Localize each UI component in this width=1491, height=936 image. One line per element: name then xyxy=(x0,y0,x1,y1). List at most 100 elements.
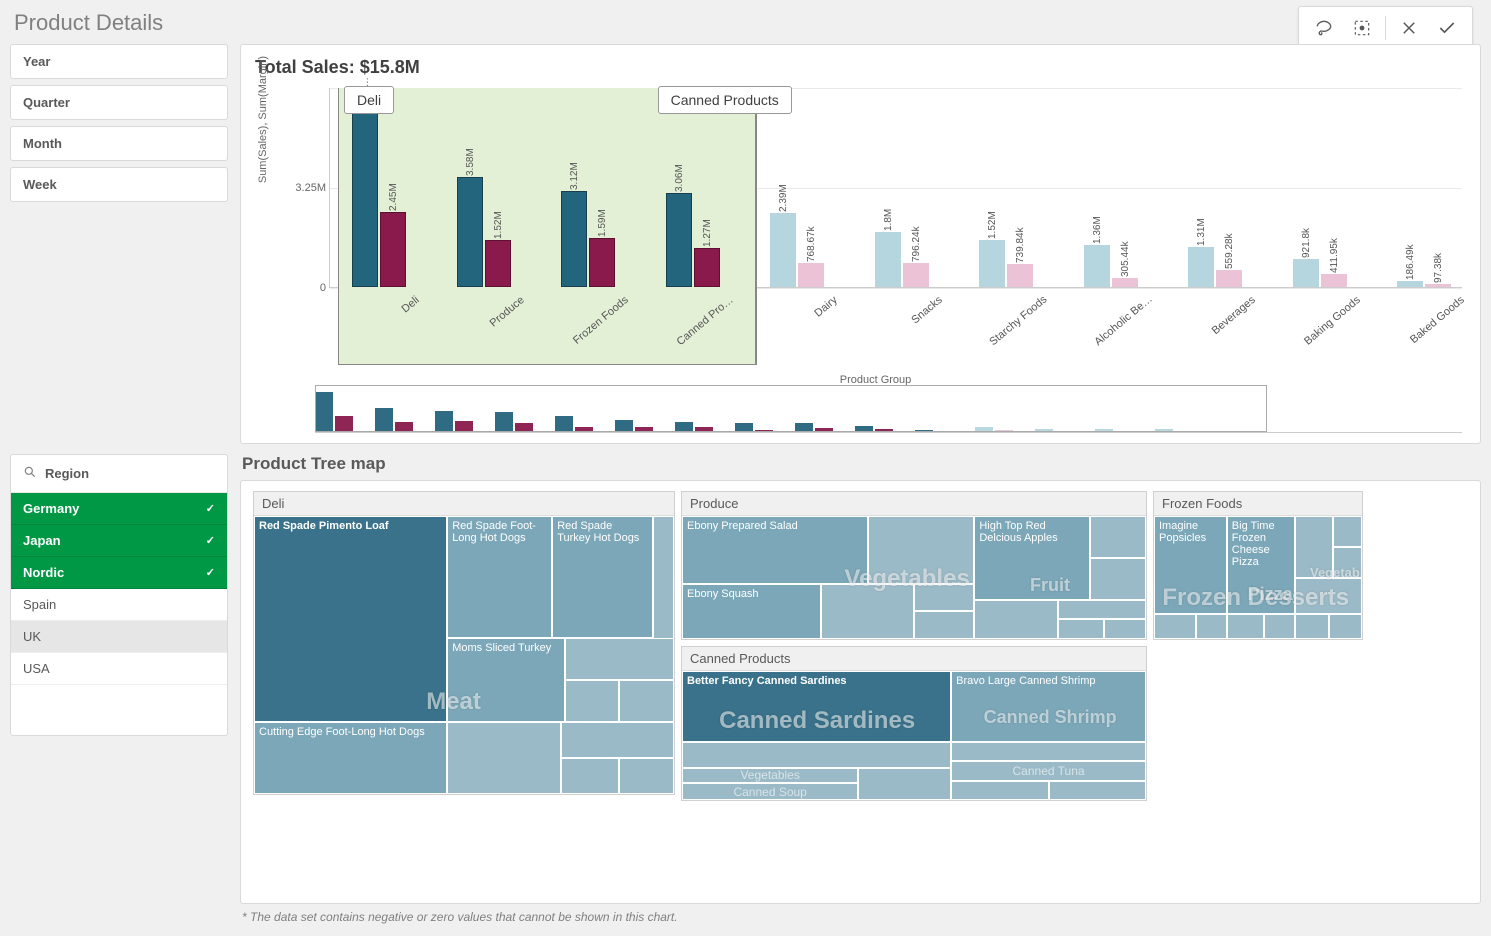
region-item-germany[interactable]: Germany✓ xyxy=(11,493,227,525)
overview-scroller[interactable] xyxy=(315,385,1462,433)
treemap-cell[interactable]: Moms Sliced Turkey xyxy=(447,638,565,721)
treemap-cell[interactable]: Vegetables xyxy=(682,768,858,783)
bar-value-label: 559.28k xyxy=(1224,233,1235,269)
x-category-label: Snacks xyxy=(883,294,944,348)
treemap-cell[interactable]: High Top Red Delcious Apples xyxy=(974,516,1090,600)
treemap-cell[interactable] xyxy=(914,584,974,611)
treemap-cell[interactable] xyxy=(561,722,674,758)
treemap-cell[interactable]: Ebony Squash xyxy=(682,584,821,639)
sales-chart-plot[interactable]: 03.25M6.0…2.45MDeli3.58M1.52MProduce3.12… xyxy=(329,88,1462,288)
bar-group[interactable]: 1.36M305.44k xyxy=(1076,245,1146,287)
lasso-icon[interactable] xyxy=(1305,9,1343,47)
y-tick: 0 xyxy=(286,282,326,294)
treemap-cell[interactable]: Red Spade Turkey Hot Dogs xyxy=(552,516,653,638)
treemap-cell[interactable] xyxy=(1090,516,1146,558)
treemap-cell[interactable] xyxy=(565,638,674,680)
confirm-icon[interactable] xyxy=(1428,9,1466,47)
treemap-cell[interactable] xyxy=(447,722,560,794)
treemap-section-header: Canned Products xyxy=(682,647,1146,671)
treemap-cell[interactable] xyxy=(821,584,914,639)
treemap-cell[interactable]: Better Fancy Canned Sardines xyxy=(682,671,951,742)
treemap-container: Product Tree map DeliRed Spade Pimento L… xyxy=(240,454,1481,924)
treemap-cell[interactable]: Big Time Frozen Cheese Pizza xyxy=(1227,516,1296,614)
region-item-spain[interactable]: Spain xyxy=(11,589,227,621)
bar-value-label: 305.44k xyxy=(1120,241,1131,277)
treemap-cell[interactable]: Red Spade Pimento Loaf xyxy=(254,516,447,722)
treemap-cell[interactable] xyxy=(565,680,620,722)
treemap-cell[interactable] xyxy=(914,611,974,639)
treemap-section[interactable]: Frozen FoodsImagine PopsiclesBig Time Fr… xyxy=(1153,491,1363,640)
region-filter-header[interactable]: Region xyxy=(11,455,227,493)
time-filter-week[interactable]: Week xyxy=(10,167,228,202)
treemap-cell[interactable] xyxy=(1295,614,1328,639)
bar-group[interactable]: 921.8k411.95k xyxy=(1285,259,1355,287)
treemap-cell[interactable]: Canned Soup xyxy=(682,783,858,800)
region-item-label: UK xyxy=(23,629,41,644)
treemap-card[interactable]: DeliRed Spade Pimento LoafRed Spade Foot… xyxy=(240,480,1481,904)
region-item-label: Japan xyxy=(23,533,61,548)
treemap-cell[interactable] xyxy=(1049,781,1146,800)
overview-window[interactable] xyxy=(315,385,1267,432)
treemap-cell[interactable] xyxy=(1329,614,1362,639)
time-filter-month[interactable]: Month xyxy=(10,126,228,161)
region-item-nordic[interactable]: Nordic✓ xyxy=(11,557,227,589)
treemap-cell[interactable] xyxy=(682,742,951,768)
bar-group[interactable]: 3.58M1.52M xyxy=(449,177,519,287)
bar-value-label: 1.36M xyxy=(1092,216,1103,244)
bar-group[interactable]: 186.49k97.38k xyxy=(1389,281,1459,287)
treemap-cell[interactable] xyxy=(1333,547,1362,578)
cancel-icon[interactable] xyxy=(1390,9,1428,47)
treemap-cell[interactable]: Cutting Edge Foot-Long Hot Dogs xyxy=(254,722,447,794)
treemap-cell[interactable] xyxy=(619,680,674,722)
bar-group[interactable]: 1.31M559.28k xyxy=(1180,247,1250,287)
treemap-cell[interactable] xyxy=(951,781,1048,800)
treemap-cell[interactable] xyxy=(951,742,1146,761)
region-item-japan[interactable]: Japan✓ xyxy=(11,525,227,557)
treemap-cell[interactable] xyxy=(1154,614,1196,639)
bar-value-label: 796.24k xyxy=(911,226,922,262)
treemap-cell[interactable] xyxy=(1333,516,1362,547)
bar-group[interactable]: 3.06M1.27M xyxy=(658,193,728,287)
bar-group[interactable]: 2.39M768.67k xyxy=(762,213,832,287)
sales-chart-area: Sum(Sales), Sum(Margin) 03.25M6.0…2.45MD… xyxy=(285,88,1466,368)
region-item-usa[interactable]: USA xyxy=(11,653,227,685)
treemap-cell[interactable] xyxy=(1227,614,1264,639)
bar-value-label: 2.45M xyxy=(388,183,399,211)
time-filter-quarter[interactable]: Quarter xyxy=(10,85,228,120)
treemap-cell[interactable] xyxy=(974,600,1058,639)
treemap-section[interactable]: ProduceEbony Prepared SaladHigh Top Red … xyxy=(681,491,1147,640)
region-item-label: Nordic xyxy=(23,565,64,580)
bar-group[interactable]: 6.0…2.45M xyxy=(344,102,414,287)
bar-group[interactable]: 1.8M796.24k xyxy=(867,232,937,287)
treemap-section[interactable]: Canned ProductsBetter Fancy Canned Sardi… xyxy=(681,646,1147,801)
treemap-cell[interactable]: Imagine Popsicles xyxy=(1154,516,1227,614)
treemap-cell[interactable] xyxy=(868,516,975,584)
treemap-section[interactable]: DeliRed Spade Pimento LoafRed Spade Foot… xyxy=(253,491,675,795)
bar-value-label: 768.67k xyxy=(806,227,817,263)
treemap-cell[interactable] xyxy=(858,768,951,800)
treemap-cell[interactable] xyxy=(1104,619,1146,639)
time-filter-year[interactable]: Year xyxy=(10,44,228,79)
smart-select-icon[interactable] xyxy=(1343,9,1381,47)
treemap-cell[interactable]: Bravo Large Canned Shrimp xyxy=(951,671,1146,742)
treemap-cell[interactable]: Red Spade Foot-Long Hot Dogs xyxy=(447,516,552,638)
treemap-cell[interactable] xyxy=(1295,516,1332,578)
treemap-cell[interactable] xyxy=(561,758,620,794)
bar-value-label: 186.49k xyxy=(1405,245,1416,281)
right-column: Total Sales: $15.8M Sum(Sales), Sum(Marg… xyxy=(240,44,1481,924)
bar-group[interactable]: 1.52M739.84k xyxy=(971,240,1041,287)
treemap-cell[interactable] xyxy=(1090,558,1146,600)
sales-chart-title: Total Sales: $15.8M xyxy=(255,57,1466,78)
treemap-cell[interactable] xyxy=(1264,614,1295,639)
region-item-uk[interactable]: UK xyxy=(11,621,227,653)
treemap-cell[interactable] xyxy=(1295,578,1362,615)
bar-group[interactable]: 3.12M1.59M xyxy=(553,191,623,287)
sales-chart-card[interactable]: Total Sales: $15.8M Sum(Sales), Sum(Marg… xyxy=(240,44,1481,444)
treemap-cell[interactable] xyxy=(1058,600,1146,620)
treemap-cell[interactable] xyxy=(1196,614,1227,639)
treemap-cell[interactable] xyxy=(619,758,674,794)
treemap-cell[interactable]: Canned Tuna xyxy=(951,761,1146,780)
treemap-cell[interactable]: Ebony Prepared Salad xyxy=(682,516,868,584)
region-filter-list: Germany✓Japan✓Nordic✓Spain UK USA xyxy=(11,493,227,685)
treemap-cell[interactable] xyxy=(1058,619,1104,639)
